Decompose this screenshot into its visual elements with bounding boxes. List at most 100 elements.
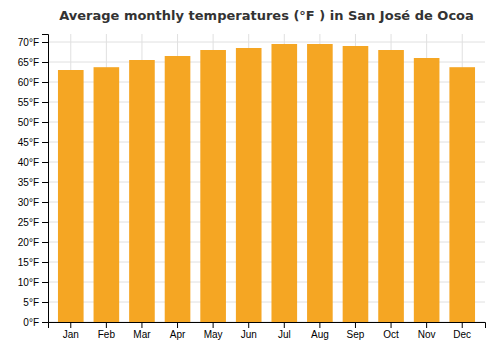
tick-mark <box>42 122 48 123</box>
y-axis: 0°F 5°F 10°F 15°F 20°F 25°F 30°F 35°F 40°F 45°F 50… <box>18 35 49 328</box>
tick-label: Sep <box>347 329 365 340</box>
bar <box>236 48 262 322</box>
tick-label: 20°F <box>18 237 39 248</box>
tick-label: Mar <box>133 329 151 340</box>
tick-mark <box>42 282 48 283</box>
tick-label: 15°F <box>18 257 39 268</box>
bar <box>94 67 120 322</box>
tick: May <box>204 322 223 340</box>
tick: Dec <box>453 322 471 340</box>
tick-label: Nov <box>418 329 436 340</box>
tick-label: Aug <box>311 329 329 340</box>
tick-mark <box>391 322 392 328</box>
bar <box>307 44 333 322</box>
tick-label: 25°F <box>18 217 39 228</box>
tick: Jul <box>278 322 291 340</box>
tick-mark <box>42 322 48 323</box>
tick-mark <box>42 302 48 303</box>
tick-mark <box>42 202 48 203</box>
bar <box>200 50 226 322</box>
tick-label: 35°F <box>18 177 39 188</box>
tick: Sep <box>347 322 365 340</box>
tick: 0°F <box>23 317 48 328</box>
tick-label: Feb <box>98 329 116 340</box>
tick-mark <box>42 102 48 103</box>
tick-label: 10°F <box>18 277 39 288</box>
bar <box>378 50 404 322</box>
tick-label: 70°F <box>18 37 39 48</box>
tick: Aug <box>311 322 329 340</box>
tick-mark <box>319 322 320 328</box>
tick-mark <box>42 162 48 163</box>
tick-mark <box>462 322 463 328</box>
tick-label: 50°F <box>18 117 39 128</box>
tick-label: Jul <box>278 329 291 340</box>
tick: 5°F <box>23 297 48 308</box>
tick: 60°F <box>18 77 48 88</box>
tick-mark <box>42 182 48 183</box>
tick: Apr <box>170 322 186 340</box>
tick: 10°F <box>18 277 48 288</box>
grid-line <box>48 42 485 43</box>
tick-mark <box>141 322 142 328</box>
bar <box>271 44 297 322</box>
bar <box>165 56 191 322</box>
bar <box>58 70 84 322</box>
tick-mark <box>426 322 427 328</box>
tick-mark <box>42 142 48 143</box>
tick: Jan <box>63 322 79 340</box>
tick-label: Jan <box>63 329 79 340</box>
tick: 35°F <box>18 177 48 188</box>
tick: Jun <box>241 322 257 340</box>
grid <box>48 34 485 322</box>
tick: 65°F <box>18 57 48 68</box>
title: Average monthly temperatures (°F ) in Sa… <box>59 8 474 23</box>
tick-label: 55°F <box>18 97 39 108</box>
tick-mark <box>284 322 285 328</box>
tick-label: 0°F <box>23 317 39 328</box>
tick-mark <box>42 62 48 63</box>
tick-label: 65°F <box>18 57 39 68</box>
tick-mark <box>106 322 107 328</box>
tick: 45°F <box>18 137 48 148</box>
bar <box>449 67 475 322</box>
tick: 50°F <box>18 117 48 128</box>
tick-mark <box>70 322 71 328</box>
tick-mark <box>177 322 178 328</box>
tick: 55°F <box>18 97 48 108</box>
bar <box>129 60 155 322</box>
tick-label: 40°F <box>18 157 39 168</box>
axis-line <box>42 35 49 323</box>
bar <box>343 46 369 322</box>
tick: 40°F <box>18 157 48 168</box>
tick: 30°F <box>18 197 48 208</box>
chart: Jan Feb Mar Apr May Jun Jul Aug Sep Oct Nov Dec 0°F 5… <box>0 0 500 350</box>
tick-label: 60°F <box>18 77 39 88</box>
bar <box>414 58 440 322</box>
tick-label: May <box>204 329 223 340</box>
bars <box>58 44 475 322</box>
tick-label: 30°F <box>18 197 39 208</box>
tick-label: Jun <box>241 329 257 340</box>
plot: Jan Feb Mar Apr May Jun Jul Aug Sep Oct Nov Dec 0°F 5… <box>18 34 486 340</box>
tick-mark <box>42 42 48 43</box>
x-axis: Jan Feb Mar Apr May Jun Jul Aug Sep Oct Nov Dec <box>49 322 486 340</box>
tick: 15°F <box>18 257 48 268</box>
tick-mark <box>42 222 48 223</box>
axis-line <box>49 323 486 329</box>
tick-mark <box>42 262 48 263</box>
tick: 25°F <box>18 217 48 228</box>
tick-mark <box>248 322 249 328</box>
tick-mark <box>355 322 356 328</box>
tick-mark <box>42 82 48 83</box>
tick-label: Oct <box>383 329 399 340</box>
tick: Oct <box>383 322 399 340</box>
tick-label: 45°F <box>18 137 39 148</box>
tick: Feb <box>98 322 116 340</box>
tick-label: 5°F <box>23 297 39 308</box>
tick-mark <box>213 322 214 328</box>
tick-mark <box>42 242 48 243</box>
tick: 70°F <box>18 37 48 48</box>
tick: 20°F <box>18 237 48 248</box>
tick-label: Dec <box>453 329 471 340</box>
